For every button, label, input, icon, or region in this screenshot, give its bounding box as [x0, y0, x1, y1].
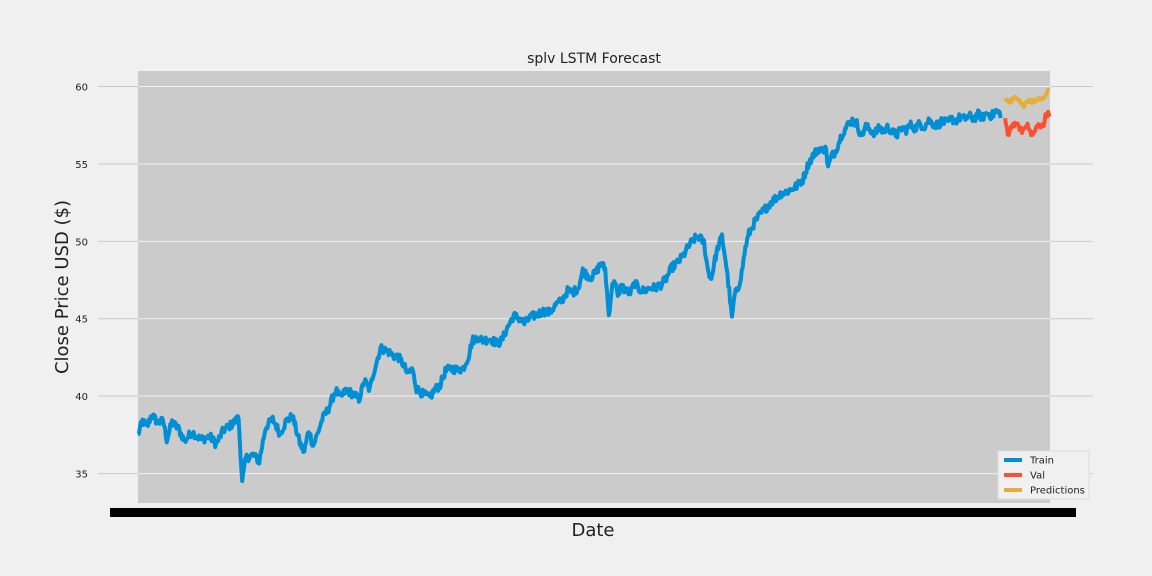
y-axis-label: Close Price USD ($) — [52, 200, 73, 374]
series-line-train — [136, 107, 1003, 484]
y-tick-label: 55 — [75, 160, 88, 171]
x-axis-label: Date — [571, 520, 614, 541]
legend-label: Predictions — [1030, 486, 1085, 497]
y-tick-label: 45 — [75, 315, 88, 326]
legend-label: Train — [1029, 456, 1054, 467]
y-tick-label: 35 — [75, 470, 88, 481]
legend: Train Val Predictions — [997, 450, 1090, 500]
x-tick-labels — [110, 508, 1076, 517]
series-line-val — [1003, 109, 1052, 138]
y-tick-label: 60 — [75, 82, 88, 93]
y-tick-label: 50 — [75, 237, 88, 248]
series-line-predictions — [1003, 87, 1052, 110]
grid — [98, 85, 1093, 475]
plot-area — [138, 71, 1050, 503]
y-ticks: 35 40 45 50 55 60 — [75, 82, 88, 480]
chart-title: splv LSTM Forecast — [527, 51, 661, 67]
y-tick-label: 40 — [75, 392, 88, 403]
series-lines — [136, 87, 1052, 484]
x-tick-labels-overlap — [110, 508, 1076, 517]
legend-label: Val — [1030, 471, 1045, 482]
